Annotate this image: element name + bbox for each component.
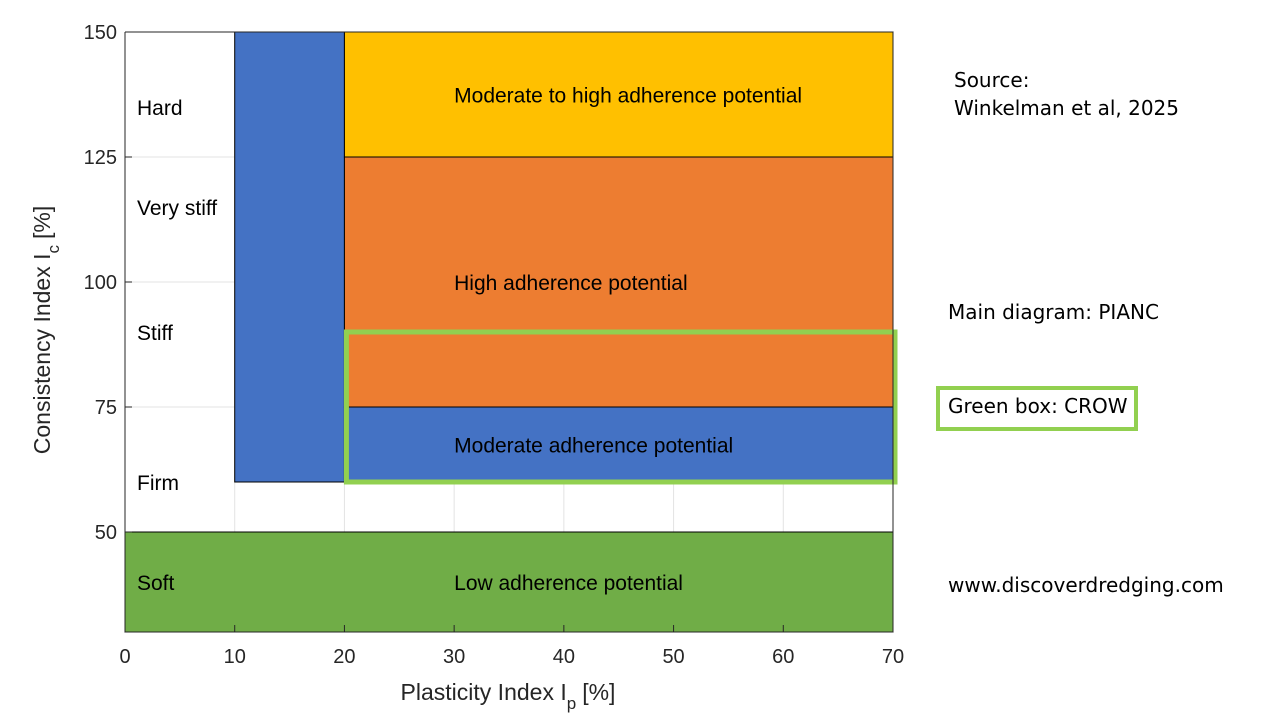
source-text: Winkelman et al, 2025 — [954, 96, 1179, 120]
region-label: High adherence potential — [454, 272, 688, 295]
consistency-label: Very stiff — [137, 197, 217, 220]
y-tick-label: 75 — [95, 397, 117, 419]
y-axis-label: Consistency Index Ic[%] — [29, 206, 63, 454]
consistency-labels: Hard Very stiff Stiff Firm Soft — [137, 97, 217, 595]
x-tick-label: 10 — [224, 646, 246, 668]
x-tick-label: 20 — [333, 646, 355, 668]
highlight-rect — [343, 329, 898, 485]
consistency-label: Stiff — [137, 322, 173, 345]
region-1 — [234, 31, 345, 483]
consistency-label: Hard — [137, 97, 183, 120]
website-note: www.discoverdredging.com — [948, 573, 1224, 597]
region-labels: Low adherence potential Moderate to high … — [454, 85, 802, 596]
consistency-label: Soft — [137, 572, 175, 595]
y-tick-label: 50 — [95, 522, 117, 544]
y-tick-label: 150 — [84, 22, 117, 44]
y-tick-label: 100 — [84, 272, 117, 294]
region-4 — [343, 406, 894, 483]
crow-highlight-box — [343, 329, 898, 485]
x-tick-label: 30 — [443, 646, 465, 668]
source-label: Source: — [954, 68, 1030, 92]
x-tick-label: 0 — [119, 646, 130, 668]
green-box-note: Green box: CROW — [948, 394, 1128, 418]
x-tick-label: 40 — [553, 646, 575, 668]
green-box-legend: Green box: CROW — [936, 386, 1138, 431]
tick-labels: 0 10 20 30 40 50 60 70 50 75 100 125 150 — [84, 22, 905, 668]
consistency-label: Firm — [137, 472, 179, 495]
region-3 — [343, 156, 894, 408]
region-2 — [343, 31, 894, 158]
x-tick-label: 70 — [882, 646, 904, 668]
region-label: Low adherence potential — [454, 572, 683, 595]
x-axis-label: Plasticity Index Ip [%] — [401, 679, 616, 713]
adherence-regions — [124, 31, 894, 633]
region-0 — [124, 531, 894, 633]
x-tick-label: 50 — [662, 646, 684, 668]
region-label: Moderate to high adherence potential — [454, 85, 802, 108]
region-label: Moderate adherence potential — [454, 435, 733, 458]
x-tick-label: 60 — [772, 646, 794, 668]
axes — [124, 31, 894, 633]
y-tick-label: 125 — [84, 147, 117, 169]
main-diagram-note: Main diagram: PIANC — [948, 300, 1159, 324]
